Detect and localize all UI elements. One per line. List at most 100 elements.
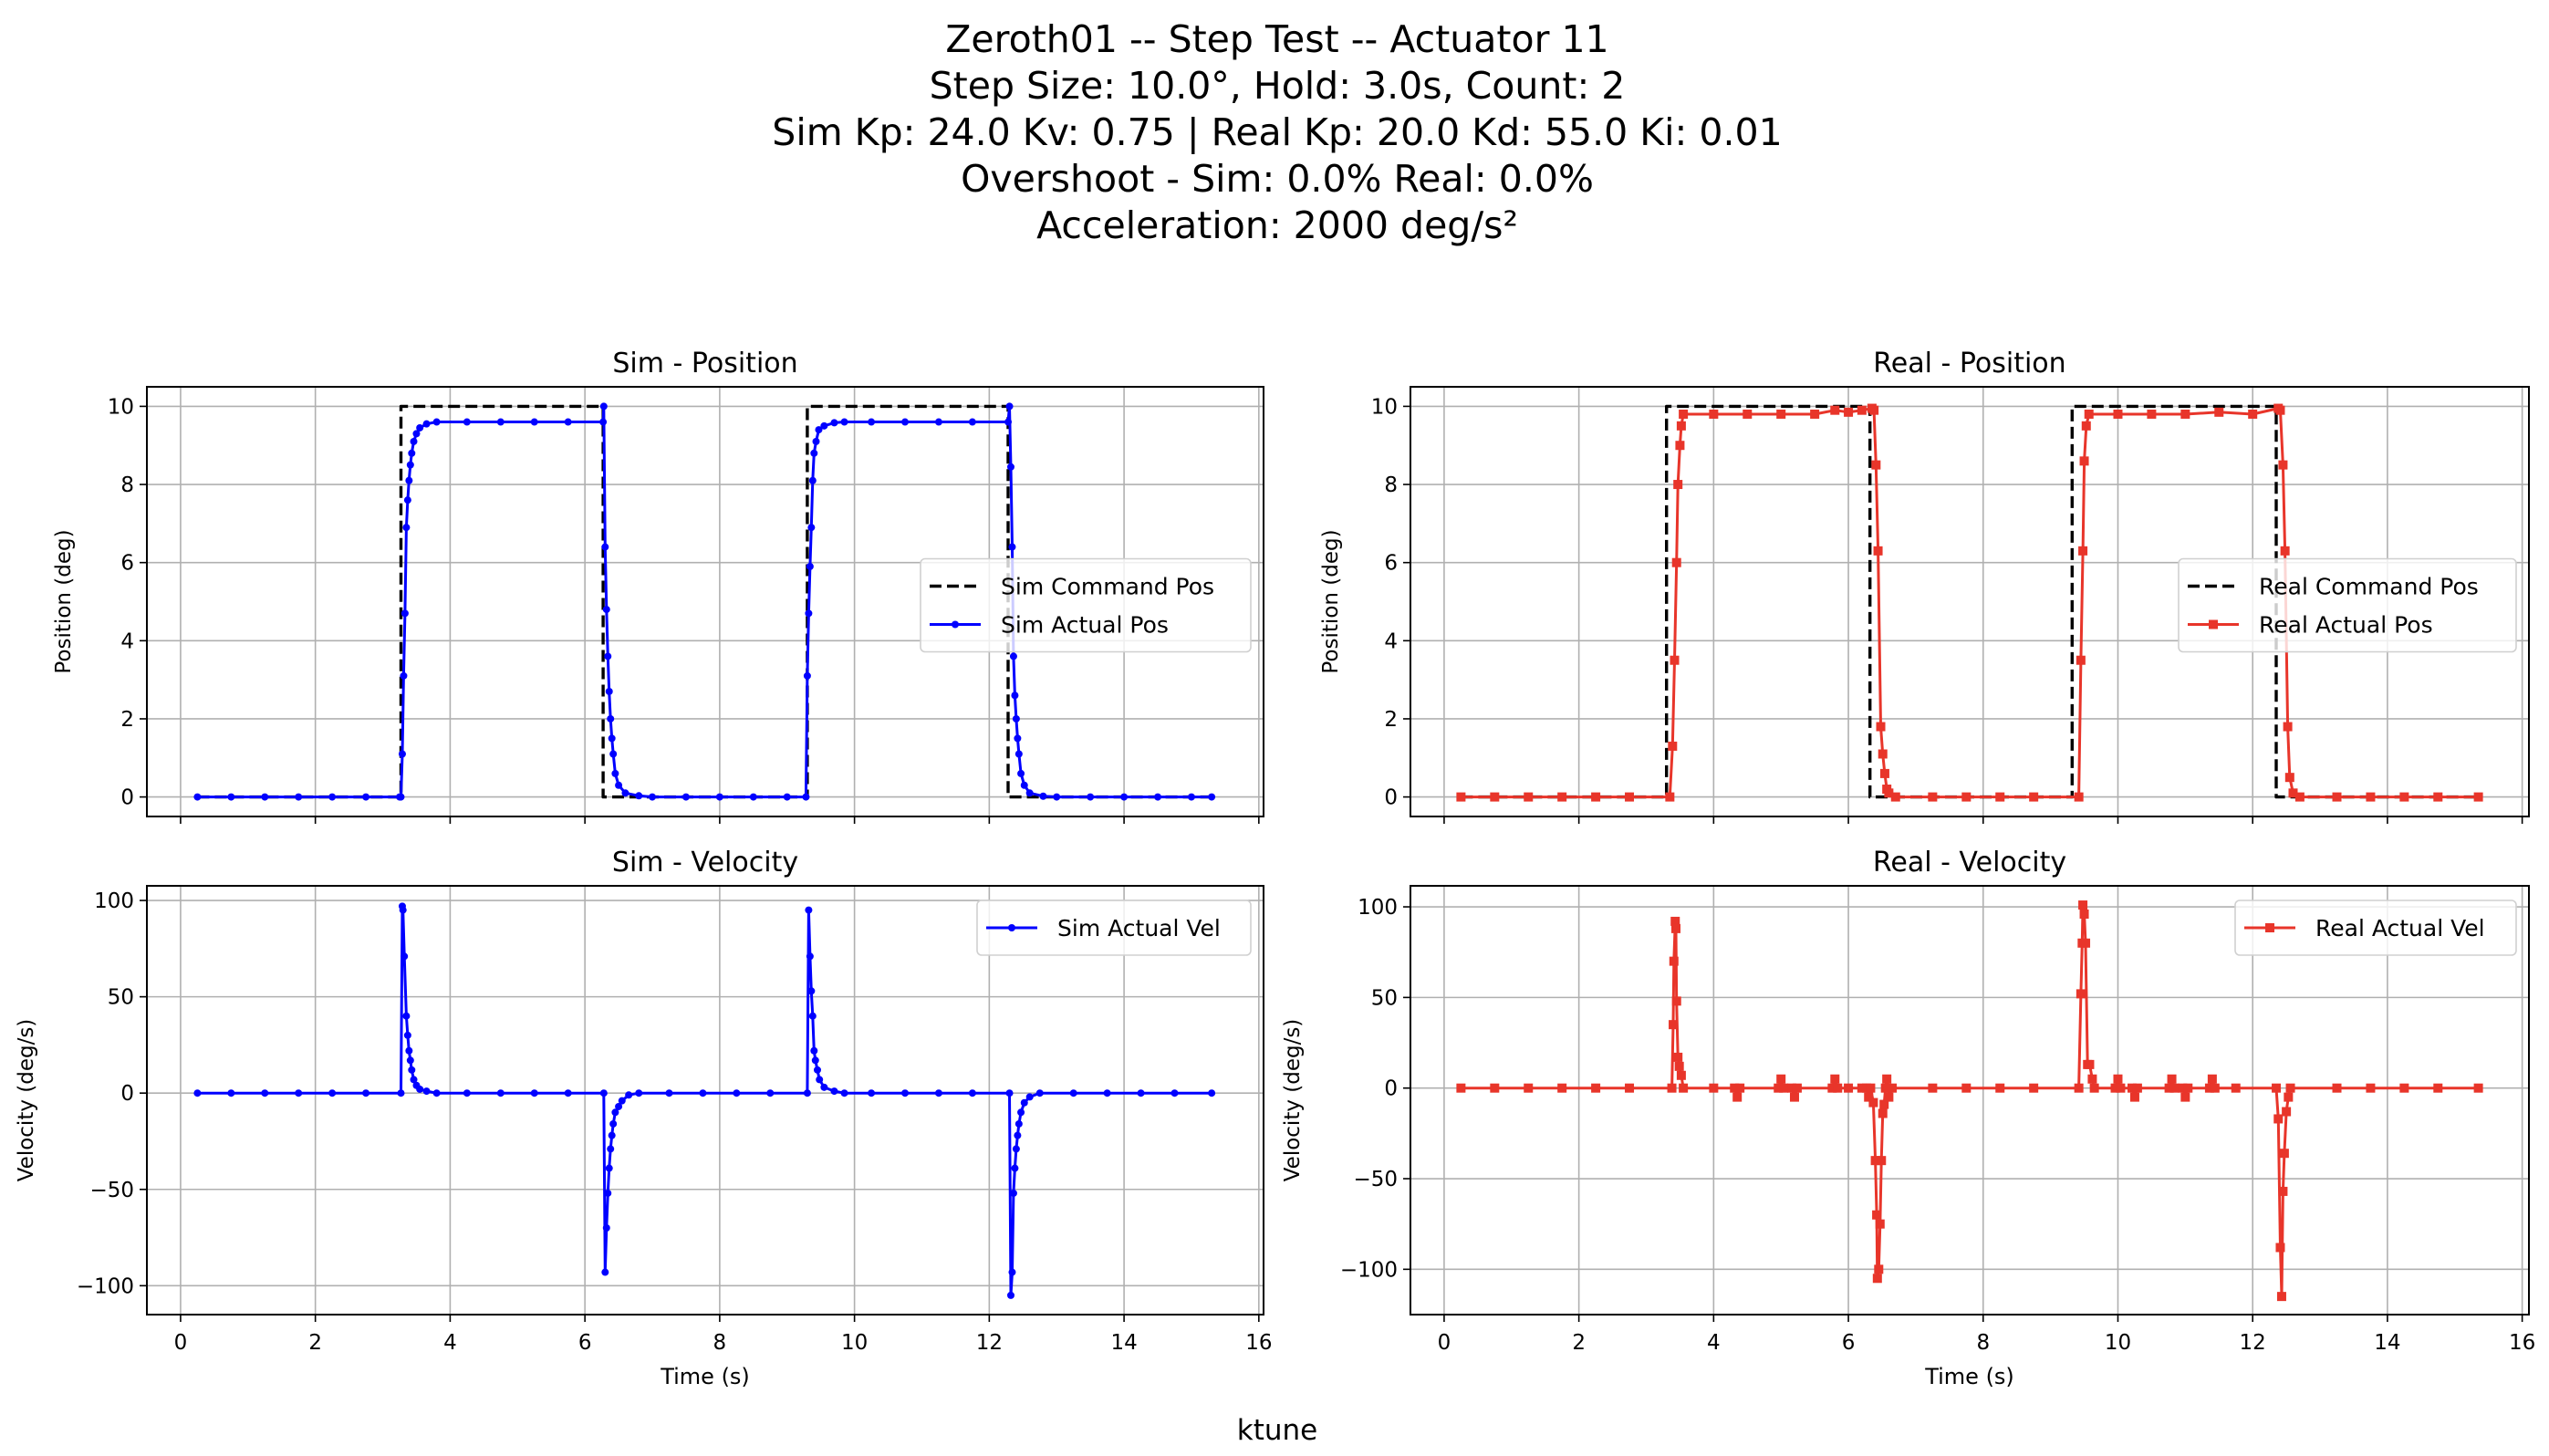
data-point: [665, 1089, 673, 1097]
legend-label: Sim Command Pos: [1001, 574, 1214, 600]
data-point: [1208, 1089, 1216, 1097]
data-point: [1872, 1210, 1882, 1220]
data-point: [1810, 409, 1820, 419]
data-point: [2278, 1186, 2288, 1196]
data-point: [416, 1085, 424, 1093]
data-point: [820, 421, 828, 430]
data-point: [2164, 1083, 2174, 1093]
series-sim-actual-pos: [193, 402, 1216, 801]
subplot-real-velocity: 0 2 4 6 8 10 12 14 16 −100 −50 0 50 100 Real - Velocit…: [1281, 847, 2535, 1389]
data-point: [802, 793, 810, 801]
data-point: [2178, 1083, 2188, 1093]
data-point: [1827, 1083, 1837, 1093]
data-point: [530, 1089, 538, 1097]
data-point: [1004, 418, 1013, 426]
data-point: [2180, 1092, 2190, 1102]
title-line: Zeroth01 -- Step Test -- Actuator 11: [945, 17, 1609, 61]
legend-box: [2178, 557, 2517, 653]
y-tick-label: 100: [94, 889, 134, 913]
data-point: [1014, 1119, 1023, 1128]
legend: Sim Command Pos Sim Actual Pos: [920, 557, 1252, 653]
data-point: [1735, 1083, 1745, 1093]
data-point: [934, 418, 942, 426]
y-tick-label: 2: [120, 708, 134, 732]
data-point: [1011, 1164, 1019, 1172]
legend-marker: [2265, 923, 2274, 932]
data-point: [805, 609, 813, 618]
y-tick-label: 4: [1384, 629, 1398, 653]
data-point: [808, 1012, 817, 1020]
data-point: [2079, 456, 2089, 466]
data-point: [399, 906, 407, 914]
data-point: [397, 1089, 405, 1097]
y-axis-label: Velocity (deg/s): [15, 1019, 38, 1182]
title-line: Sim Kp: 24.0 Kv: 0.75 | Real Kp: 20.0 Kd…: [772, 110, 1783, 154]
data-point: [807, 987, 816, 995]
data-point: [968, 1089, 976, 1097]
data-point: [830, 419, 838, 427]
data-point: [2399, 1083, 2409, 1093]
data-point: [615, 781, 623, 789]
data-point: [1490, 792, 1500, 802]
data-point: [1103, 1089, 1111, 1097]
data-point: [227, 1089, 235, 1097]
data-point: [1871, 460, 1881, 470]
data-point: [1035, 1089, 1044, 1097]
data-point: [2275, 405, 2285, 415]
legend-label: Real Actual Vel: [2315, 915, 2485, 941]
data-point: [810, 449, 818, 457]
data-point: [1774, 1083, 1784, 1093]
data-point: [2113, 1074, 2123, 1084]
legend-box: [976, 900, 1252, 956]
data-point: [2116, 1083, 2126, 1093]
data-point: [2113, 409, 2123, 419]
data-point: [2078, 546, 2088, 556]
x-tick-label: 2: [308, 1331, 322, 1355]
data-point: [1069, 1089, 1077, 1097]
data-point: [1670, 923, 1680, 933]
data-point: [808, 476, 817, 484]
x-tick-label: 16: [1245, 1331, 1272, 1355]
data-point: [611, 769, 619, 777]
data-point: [2204, 1083, 2214, 1093]
data-point: [402, 1012, 411, 1020]
data-point: [261, 1089, 269, 1097]
data-point: [406, 461, 414, 469]
data-point: [1008, 1268, 1016, 1276]
legend-label: Real Actual Pos: [2259, 612, 2433, 639]
data-point: [1676, 421, 1686, 431]
subplot-sim-position: 0 2 4 6 8 10 Sim - Position Position (deg) Sim C…: [52, 348, 1264, 824]
x-tick-label: 14: [2374, 1331, 2400, 1355]
data-point: [1014, 1131, 1022, 1139]
data-point: [901, 1089, 910, 1097]
data-point: [261, 793, 269, 801]
axes-frame: [1410, 885, 2530, 1316]
data-point: [649, 793, 657, 801]
data-point: [1674, 1061, 1684, 1071]
data-point: [1591, 792, 1601, 802]
data-point: [2399, 792, 2409, 802]
data-point: [2332, 792, 2342, 802]
data-point: [599, 418, 608, 426]
data-point: [405, 1046, 413, 1055]
data-point: [1873, 546, 1883, 556]
x-tick-label: 0: [174, 1331, 188, 1355]
data-point: [1830, 1074, 1840, 1084]
data-point: [901, 418, 910, 426]
data-point: [1671, 557, 1681, 567]
data-point: [1005, 402, 1014, 411]
data-point: [401, 609, 409, 618]
data-point: [432, 418, 441, 426]
data-point: [625, 1091, 633, 1099]
data-point: [406, 1056, 414, 1065]
x-tick-label: 14: [1110, 1331, 1137, 1355]
legend-box: [920, 557, 1252, 653]
data-point: [1005, 1089, 1014, 1097]
data-point: [2087, 1074, 2097, 1084]
data-point: [403, 1031, 411, 1039]
data-point: [2180, 409, 2190, 419]
data-point: [602, 1223, 610, 1232]
data-point: [1669, 1020, 1679, 1030]
data-point: [412, 430, 421, 438]
